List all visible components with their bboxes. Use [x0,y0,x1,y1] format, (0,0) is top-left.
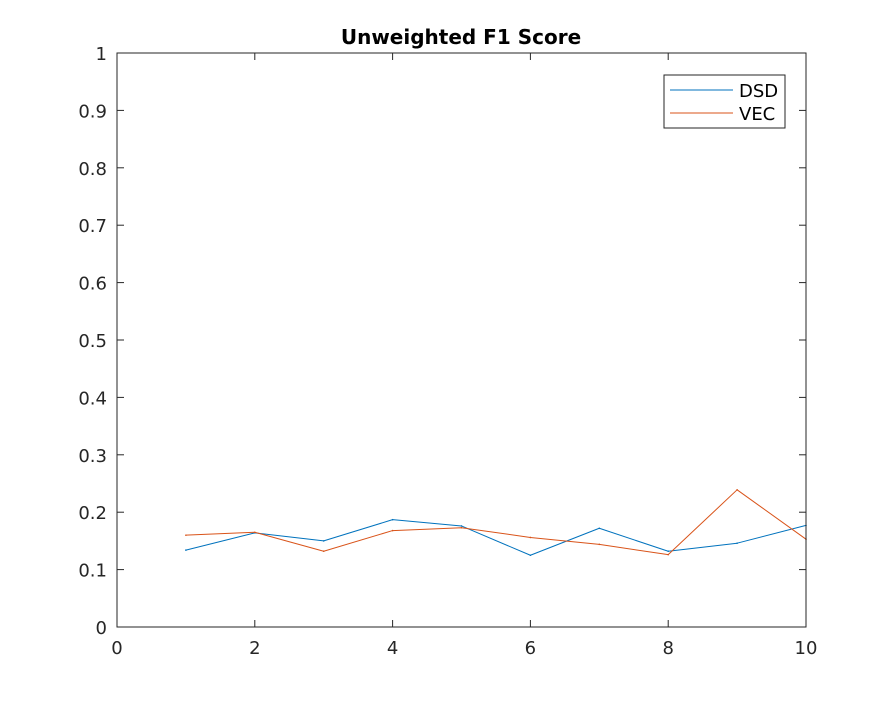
x-tick-label: 2 [249,638,260,659]
x-tick-label: 6 [525,638,536,659]
x-tick-label: 0 [111,638,122,659]
y-tick-label: 0.7 [78,216,107,237]
y-tick-label: 0.9 [78,101,107,122]
x-tick-label: 10 [795,638,818,659]
data-point-vec [254,531,256,534]
y-tick-label: 0.1 [78,561,107,582]
series-line-vec [185,489,807,556]
data-point-dsd [598,527,601,530]
legend-label-dsd: DSD [739,81,778,102]
chart-title: Unweighted F1 Score [341,25,581,49]
series-lines [185,489,807,557]
legend-label-vec: VEC [739,104,775,125]
data-point-dsd [736,542,738,544]
data-point-dsd [185,549,187,551]
data-point-vec [460,526,463,529]
data-point-vec [736,489,738,491]
data-point-vec [185,534,187,536]
y-tick-label: 0.8 [78,159,107,180]
axes-box [116,52,807,628]
y-tick-label: 0.3 [78,446,107,467]
y-tick-label: 0 [96,618,107,639]
data-point-dsd [529,554,532,557]
y-tick-label: 0.6 [78,274,107,295]
data-point-vec [667,553,669,556]
y-tick-label: 0.5 [78,331,107,352]
tick-labels: 0 2 4 6 8 10 0 0.1 0.2 0.3 0.4 0.5 0.6 0.7 0.8 0.9 1 [78,44,817,659]
data-point-vec [322,550,325,553]
legend-box [663,74,786,129]
y-tick-label: 0.2 [78,503,107,524]
data-point-vec [598,543,601,546]
data-point-vec [391,529,394,532]
y-tick-label: 1 [96,44,107,65]
y-tick-label: 0.4 [78,388,107,409]
data-point-dsd [667,550,669,553]
data-point-dsd [460,525,463,527]
data-point-dsd [322,540,325,542]
x-tick-label: 8 [662,638,673,659]
data-point-vec [529,536,532,539]
x-tick-label: 4 [387,638,398,659]
legend: DSD VEC [663,74,786,129]
data-point-dsd [391,518,394,521]
series-line-dsd [185,519,807,556]
